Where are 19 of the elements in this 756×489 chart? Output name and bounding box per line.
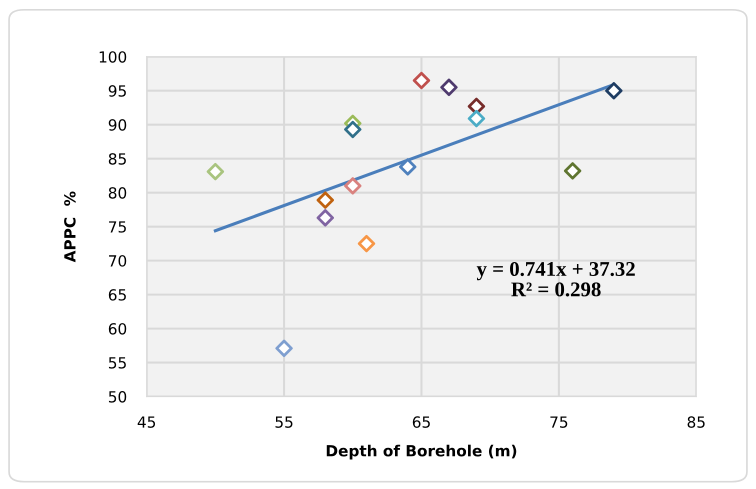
y-tick-label: 85 (108, 153, 126, 165)
annotation: y = 0.741x + 37.32 R² = 0.298 (476, 262, 635, 297)
y-tick-label: 60 (108, 323, 126, 335)
x-tick-label: 85 (688, 416, 705, 428)
y-tick-label: 70 (109, 255, 126, 267)
y-tick-label: 75 (109, 221, 126, 233)
x-axis-title: Depth of Borehole (m) (326, 444, 516, 460)
x-tick-label: 65 (412, 416, 430, 428)
y-axis-title: APPC % (64, 191, 76, 262)
x-tick-label: 75 (550, 416, 568, 428)
y-tick-label: 65 (108, 289, 126, 301)
x-tick-label: 55 (276, 416, 292, 428)
x-tick-label: 45 (138, 416, 156, 428)
y-tick-label: 50 (108, 391, 126, 403)
y-tick-label: 100 (100, 51, 126, 63)
y-tick-label: 90 (108, 119, 126, 131)
y-tick-label: 55 (108, 357, 126, 369)
y-tick-label: 80 (108, 187, 126, 199)
y-tick-label: 95 (108, 85, 126, 97)
